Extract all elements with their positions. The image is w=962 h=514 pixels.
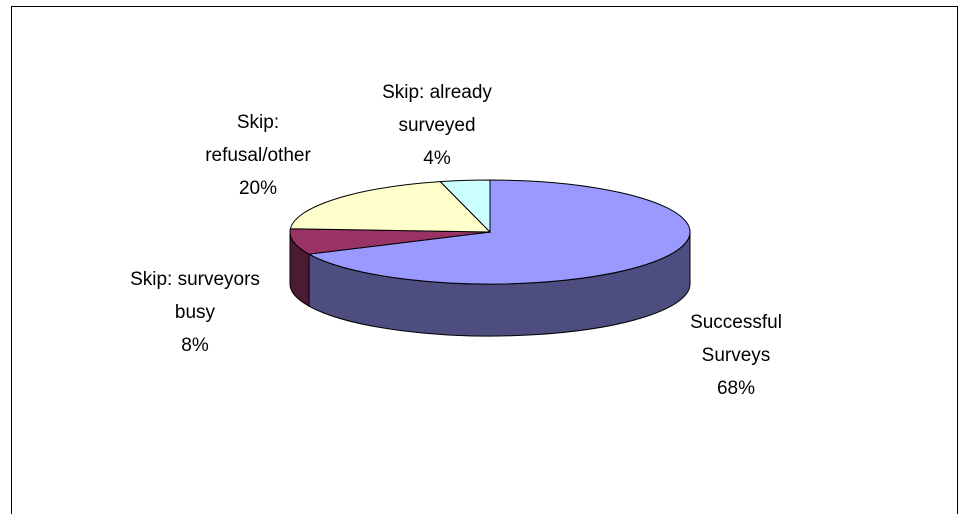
- data-label: Skip: already surveyed 4%: [357, 76, 517, 175]
- category-label: Skip: refusal/other: [205, 112, 311, 166]
- data-label: Successful Surveys 68%: [666, 306, 806, 405]
- pie-slice: [289, 228, 491, 255]
- category-label: Successful Surveys: [690, 312, 782, 366]
- value-label: 4%: [423, 148, 451, 169]
- value-label: 8%: [181, 335, 209, 356]
- value-label: 20%: [238, 178, 278, 199]
- pie-slice: [289, 181, 492, 233]
- pie-slice: [439, 179, 491, 234]
- data-label: Skip: refusal/other 20%: [193, 106, 323, 205]
- data-label: Skip: surveyors busy 8%: [115, 263, 275, 362]
- category-label: Skip: already surveyed: [382, 82, 492, 136]
- value-label: 68%: [716, 378, 756, 399]
- pie-slice: [307, 179, 691, 285]
- category-label: Skip: surveyors busy: [130, 269, 260, 323]
